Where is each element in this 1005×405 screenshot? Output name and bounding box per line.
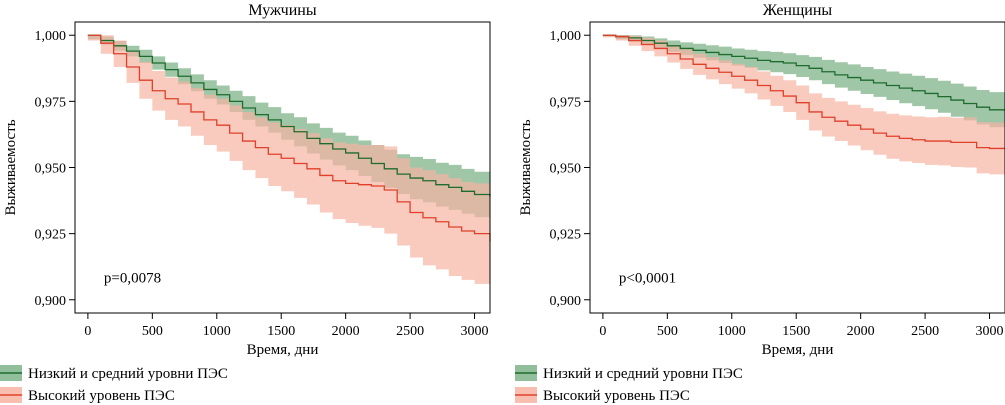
- confidence-band-series-1: [87, 35, 491, 284]
- x-tick-label: 1500: [782, 324, 810, 339]
- y-axis-label: Выживаемость: [518, 119, 534, 215]
- p-value-annotation: p<0,0001: [619, 271, 676, 287]
- legend-label: Низкий и средний уровни ПЭС: [543, 366, 743, 382]
- x-axis-label: Время, дни: [762, 342, 834, 358]
- y-tick-label: 0,900: [550, 294, 582, 309]
- x-tick-label: 500: [142, 324, 163, 339]
- y-tick-label: 0,925: [550, 228, 582, 243]
- y-axis-label: Выживаемость: [3, 119, 19, 215]
- x-tick-label: 1000: [718, 324, 746, 339]
- survival-line-series-0: [602, 34, 1005, 112]
- y-tick-label: 0,900: [35, 294, 67, 309]
- y-tick-label: 0,975: [35, 95, 67, 110]
- x-tick-label: 2500: [396, 324, 424, 339]
- legend-men: Низкий и средний уровни ПЭС Высокий урове…: [0, 365, 228, 404]
- legend-label: Высокий уровень ПЭС: [543, 388, 690, 404]
- x-tick-label: 2000: [847, 324, 875, 339]
- x-tick-label: 3000: [461, 324, 489, 339]
- chart-panel-women: Женщины 0,900 0,925 0,950 0,975 1,000 0 500 1000…: [518, 2, 1005, 358]
- x-axis-label: Время, дни: [247, 342, 319, 358]
- legend-women: Низкий и средний уровни ПЭС Высокий урове…: [515, 365, 743, 404]
- chart-title: Мужчины: [248, 2, 316, 19]
- chart-title: Женщины: [763, 2, 833, 19]
- x-tick-label: 1500: [267, 324, 295, 339]
- y-tick-label: 1,000: [35, 29, 67, 44]
- p-value-annotation: p=0,0078: [104, 271, 161, 287]
- confidence-band-series-1: [602, 35, 1005, 175]
- survival-line-series-1: [87, 34, 491, 242]
- legend-label: Высокий уровень ПЭС: [28, 388, 175, 404]
- y-tick-label: 0,975: [550, 95, 582, 110]
- x-tick-label: 0: [84, 324, 91, 339]
- x-tick-label: 3000: [976, 324, 1004, 339]
- y-tick-label: 1,000: [550, 29, 582, 44]
- x-tick-label: 2000: [332, 324, 360, 339]
- y-tick-label: 0,925: [35, 228, 67, 243]
- x-tick-label: 0: [599, 324, 606, 339]
- x-tick-label: 1000: [203, 324, 231, 339]
- x-tick-label: 500: [657, 324, 678, 339]
- y-tick-label: 0,950: [35, 162, 67, 177]
- legend-label: Низкий и средний уровни ПЭС: [28, 366, 228, 382]
- survival-line-series-1: [602, 34, 1005, 150]
- chart-panel-men: Мужчины 0,900 0,925 0,950 0,975 1,000 0 500 1000…: [3, 2, 491, 358]
- y-tick-label: 0,950: [550, 162, 582, 177]
- survival-line-series-0: [87, 34, 491, 197]
- x-tick-label: 2500: [911, 324, 939, 339]
